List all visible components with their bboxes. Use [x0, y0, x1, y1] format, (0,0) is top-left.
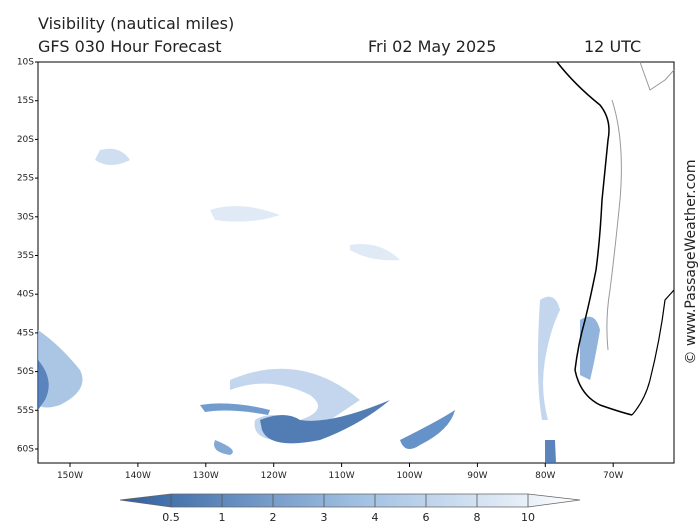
lon-labels: 150W 140W 130W 120W 110W 100W 90W 80W 70W	[57, 463, 623, 481]
coastline	[556, 61, 633, 416]
lat-label: 20S	[17, 135, 34, 145]
lat-label: 45S	[17, 328, 34, 338]
colorbar-bar	[119, 493, 581, 508]
lat-label: 10S	[17, 58, 34, 68]
coastline	[631, 289, 675, 416]
lat-label: 55S	[17, 406, 34, 416]
time: 12 UTC	[584, 37, 641, 56]
title: Visibility (nautical miles)	[38, 14, 234, 33]
map-frame	[37, 61, 675, 464]
lat-label: 30S	[17, 212, 34, 222]
colorbar	[119, 493, 581, 508]
date: Fri 02 May 2025	[368, 37, 496, 56]
lon-label: 110W	[329, 471, 355, 481]
border	[606, 99, 622, 351]
lon-label: 150W	[57, 471, 83, 481]
forecast: GFS 030 Hour Forecast	[38, 37, 222, 56]
lon-label: 130W	[193, 471, 219, 481]
colorbar-label: 8	[474, 511, 481, 524]
lon-label: 120W	[261, 471, 287, 481]
colorbar-label: 1	[219, 511, 226, 524]
lon-label: 100W	[396, 471, 422, 481]
lat-label: 60S	[17, 445, 34, 455]
lat-label: 50S	[17, 367, 34, 377]
lat-label: 35S	[17, 251, 34, 261]
lon-label: 90W	[467, 471, 487, 481]
colorbar-labels: 0.5 1 2 3 4 6 8 10	[162, 494, 535, 524]
lat-label: 15S	[17, 96, 34, 106]
watermark: © www.PassageWeather.com	[683, 159, 699, 364]
colorbar-label: 3	[321, 511, 328, 524]
border	[639, 61, 675, 91]
weather	[38, 148, 600, 463]
colorbar-label: 4	[372, 511, 379, 524]
lat-label: 40S	[17, 290, 34, 300]
lon-label: 80W	[535, 471, 555, 481]
map	[37, 61, 675, 464]
colorbar-label: 10	[521, 511, 535, 524]
lon-label: 140W	[125, 471, 151, 481]
lat-label: 25S	[17, 174, 34, 184]
lat-labels: 10S 15S 20S 25S 30S 35S 40S 45S 50S 55S 60S	[17, 58, 38, 455]
colorbar-label: 0.5	[162, 511, 180, 524]
lon-label: 70W	[603, 471, 623, 481]
colorbar-label: 2	[270, 511, 277, 524]
colorbar-label: 6	[423, 511, 430, 524]
